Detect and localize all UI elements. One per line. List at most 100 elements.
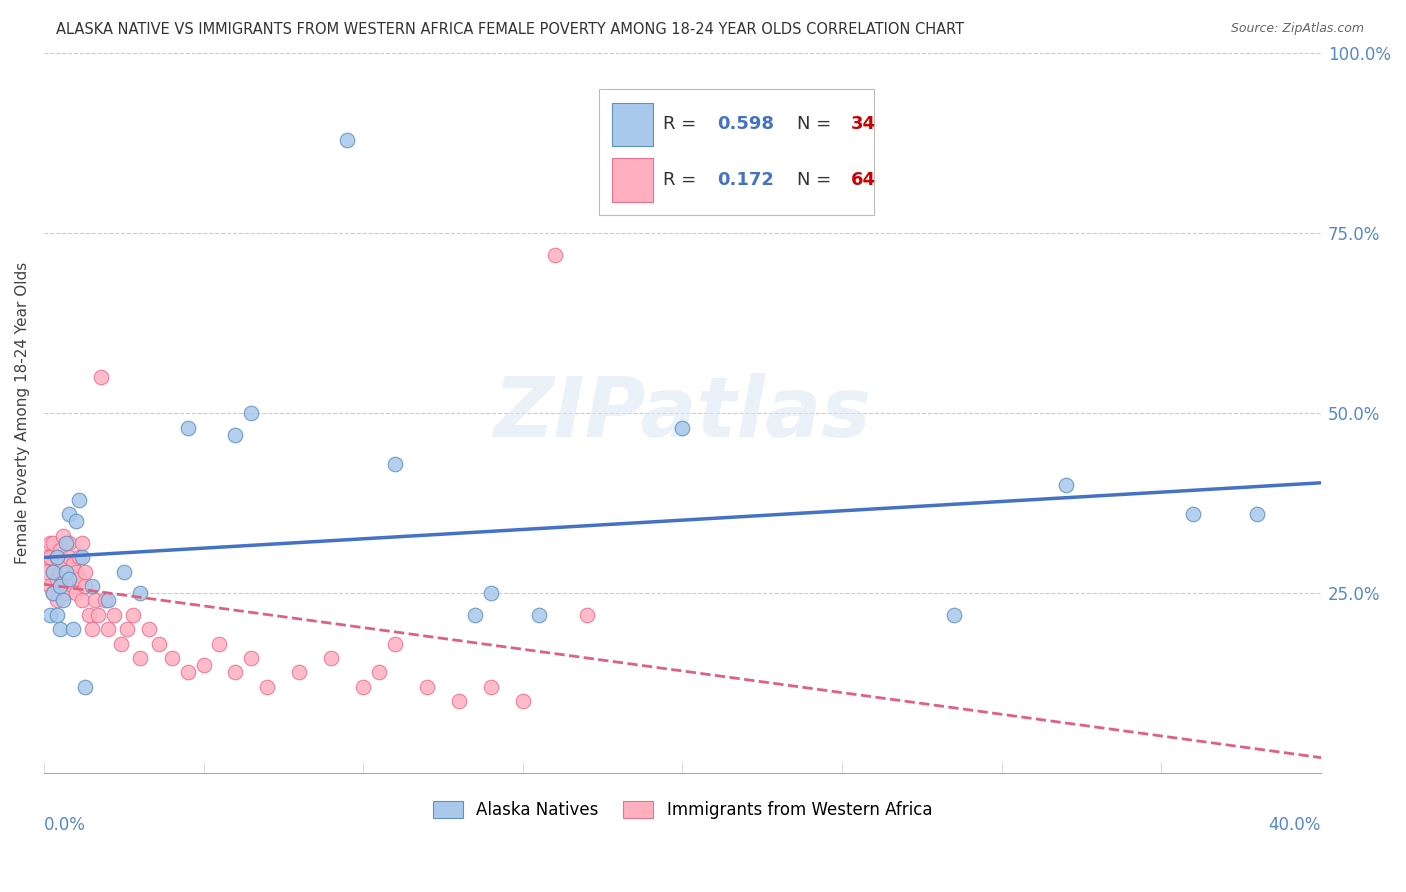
Point <box>224 665 246 680</box>
Point <box>55 565 77 579</box>
Point <box>52 572 75 586</box>
Point <box>58 572 80 586</box>
Text: R =: R = <box>664 115 703 134</box>
Point <box>70 536 93 550</box>
Point <box>288 665 311 680</box>
Legend: Alaska Natives, Immigrants from Western Africa: Alaska Natives, Immigrants from Western … <box>426 795 939 826</box>
Point <box>62 579 84 593</box>
Point <box>42 586 65 600</box>
Point <box>49 579 72 593</box>
Point <box>49 565 72 579</box>
Point <box>52 593 75 607</box>
Point <box>112 565 135 579</box>
Point <box>84 593 107 607</box>
Point <box>176 420 198 434</box>
Text: N =: N = <box>797 115 838 134</box>
Point <box>39 579 62 593</box>
Text: R =: R = <box>664 171 703 189</box>
Point <box>193 658 215 673</box>
Point <box>45 550 67 565</box>
Point <box>45 607 67 622</box>
Point <box>93 593 115 607</box>
Point <box>97 593 120 607</box>
Point <box>942 607 965 622</box>
Point <box>368 665 391 680</box>
Point <box>575 607 598 622</box>
Point <box>90 370 112 384</box>
Point <box>103 607 125 622</box>
Point <box>447 694 470 708</box>
Point <box>115 622 138 636</box>
Point <box>65 565 87 579</box>
Point <box>35 565 58 579</box>
Point <box>160 651 183 665</box>
Point <box>55 536 77 550</box>
Point <box>45 593 67 607</box>
Point <box>208 637 231 651</box>
Point <box>45 572 67 586</box>
Point <box>65 586 87 600</box>
Point <box>80 579 103 593</box>
Text: N =: N = <box>797 171 838 189</box>
Point <box>479 680 502 694</box>
Point <box>55 565 77 579</box>
Bar <box>612 103 654 146</box>
Point <box>544 248 567 262</box>
Text: ZIPatlas: ZIPatlas <box>494 373 872 454</box>
Text: 0.172: 0.172 <box>717 171 773 189</box>
Y-axis label: Female Poverty Among 18-24 Year Olds: Female Poverty Among 18-24 Year Olds <box>15 262 30 565</box>
Point <box>384 637 406 651</box>
Point <box>42 565 65 579</box>
Point <box>479 586 502 600</box>
Bar <box>612 159 654 202</box>
Point <box>58 550 80 565</box>
Point <box>49 622 72 636</box>
Point <box>176 665 198 680</box>
Point <box>671 420 693 434</box>
Point <box>128 651 150 665</box>
Text: 0.0%: 0.0% <box>44 816 86 834</box>
Text: 64: 64 <box>851 171 876 189</box>
Point <box>1182 507 1205 521</box>
Point <box>49 543 72 558</box>
Point <box>1054 478 1077 492</box>
Point <box>75 579 97 593</box>
Point <box>384 457 406 471</box>
Point <box>67 492 90 507</box>
Point <box>52 528 75 542</box>
Point <box>416 680 439 694</box>
Point <box>70 550 93 565</box>
Point <box>75 565 97 579</box>
Point <box>42 565 65 579</box>
Point <box>464 607 486 622</box>
Point <box>77 607 100 622</box>
Point <box>67 572 90 586</box>
Point <box>55 586 77 600</box>
Point <box>240 406 263 420</box>
Point <box>240 651 263 665</box>
Point <box>527 607 550 622</box>
Point <box>58 572 80 586</box>
Point <box>138 622 160 636</box>
Point <box>62 622 84 636</box>
Text: 0.598: 0.598 <box>717 115 773 134</box>
Point <box>352 680 374 694</box>
Bar <box>599 89 875 215</box>
Point <box>336 133 359 147</box>
Point <box>58 507 80 521</box>
Point <box>35 550 58 565</box>
Point <box>70 593 93 607</box>
Point <box>67 550 90 565</box>
Point <box>97 622 120 636</box>
Point <box>42 586 65 600</box>
Point <box>42 536 65 550</box>
Point <box>512 694 534 708</box>
Point <box>45 550 67 565</box>
Point <box>87 607 110 622</box>
Point <box>122 607 145 622</box>
Point <box>224 427 246 442</box>
Point <box>39 550 62 565</box>
Text: Source: ZipAtlas.com: Source: ZipAtlas.com <box>1230 22 1364 36</box>
Point <box>75 680 97 694</box>
Point <box>39 607 62 622</box>
